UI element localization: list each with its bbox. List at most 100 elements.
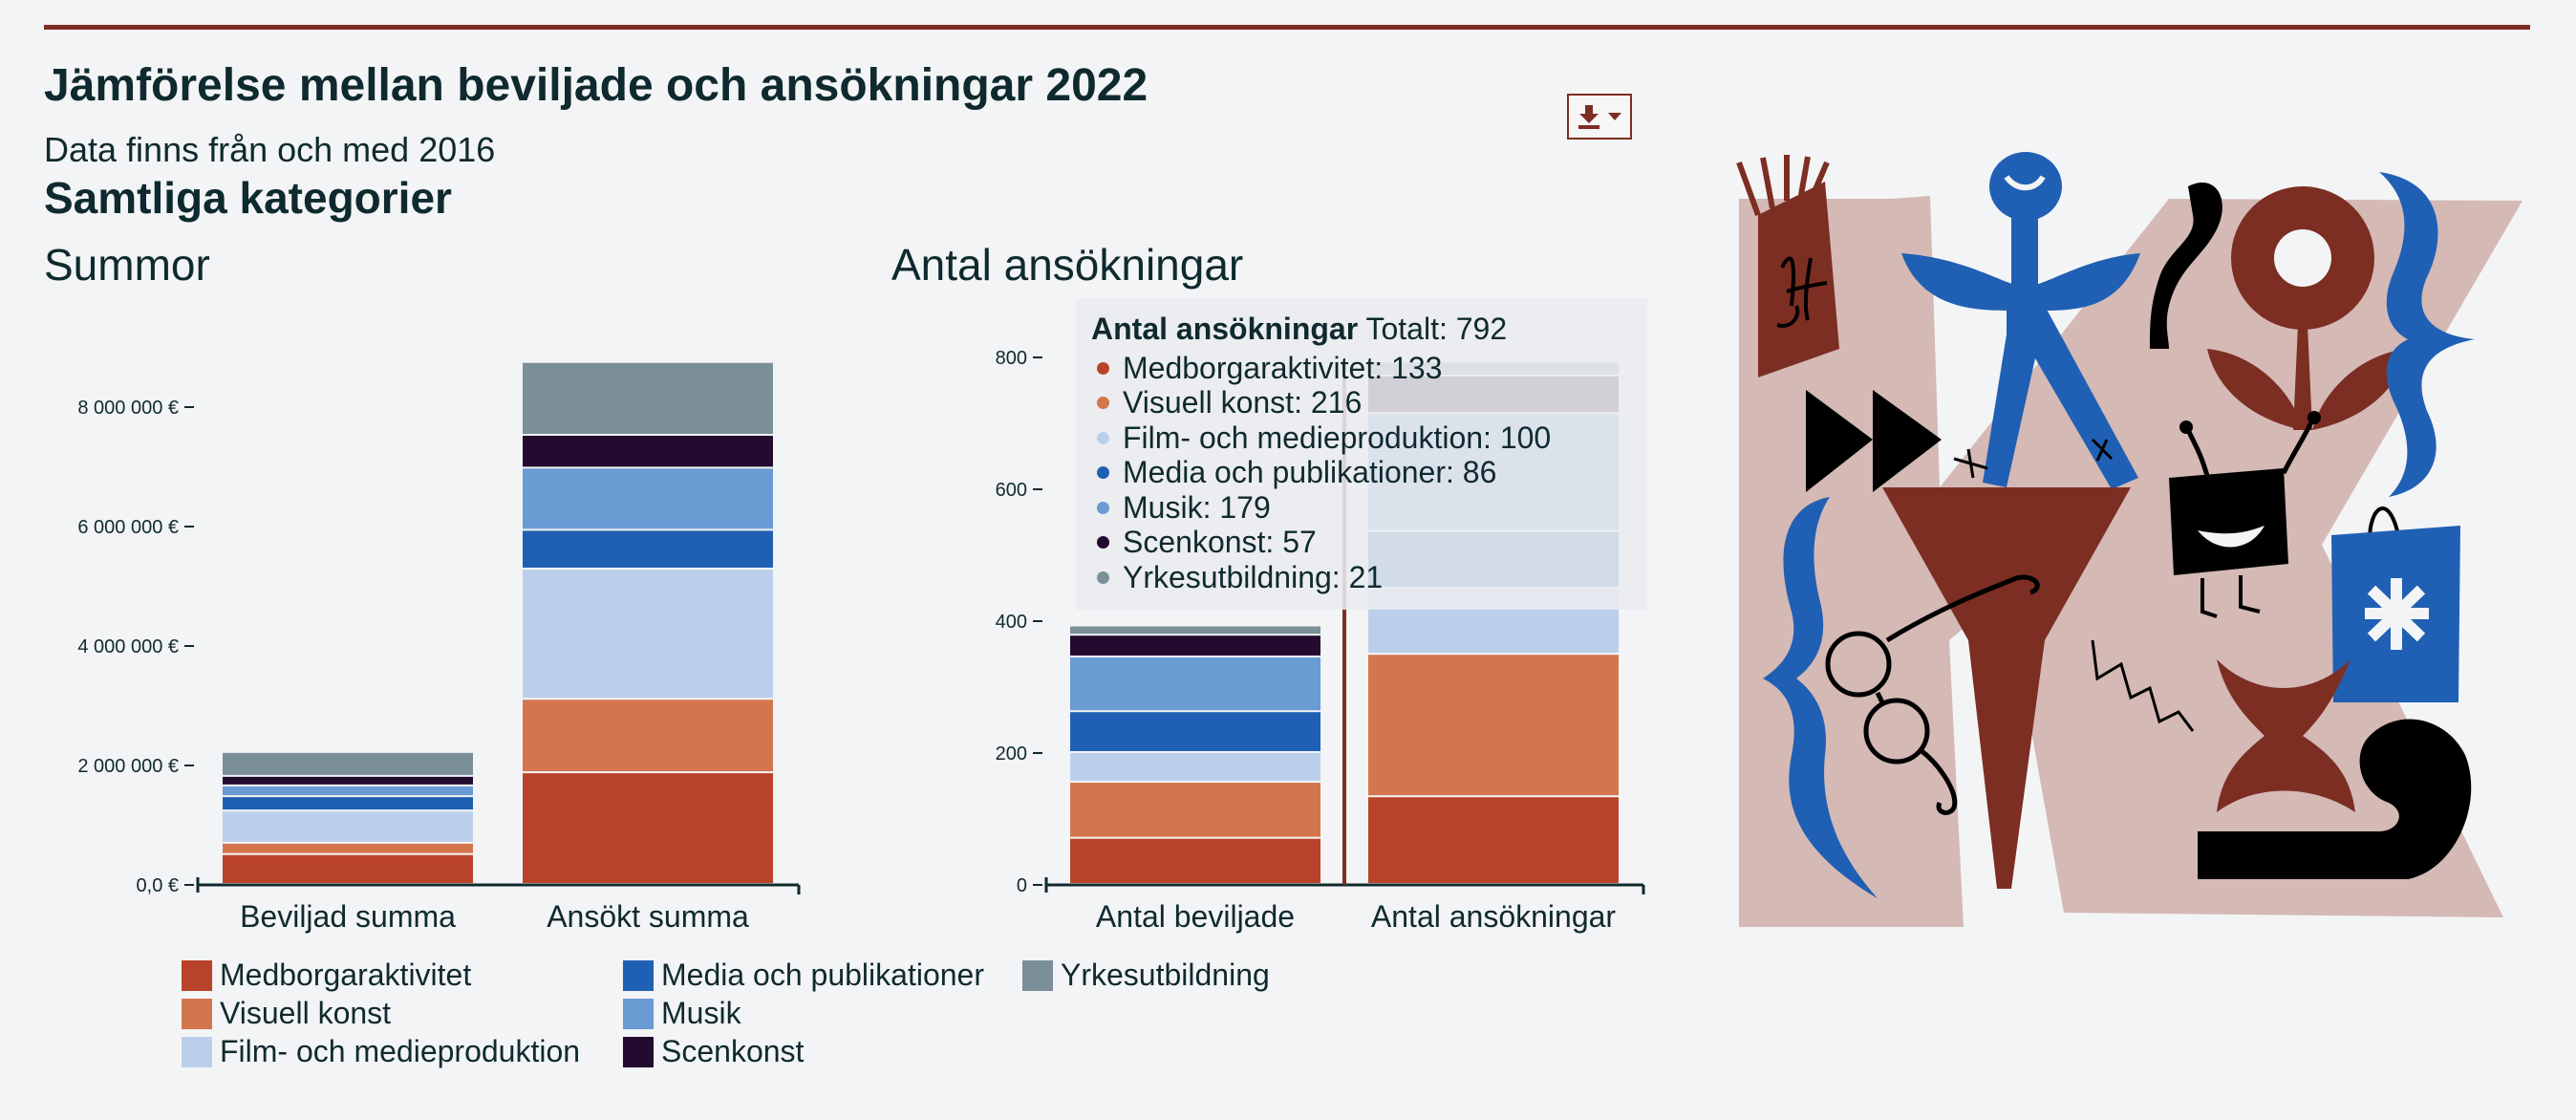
tooltip-row: Yrkesutbildning: 21 — [1091, 560, 1632, 595]
tv-robot-icon — [2169, 411, 2321, 618]
bar-segment — [1070, 635, 1320, 656]
tooltip: Antal ansökningar Totalt: 792 Medborgara… — [1076, 298, 1647, 610]
y-tick-label: 600 — [996, 480, 1027, 501]
book-icon — [1736, 155, 1839, 377]
caret-down-icon — [1608, 113, 1621, 120]
tooltip-row: Film- och medieproduktion: 100 — [1091, 420, 1632, 456]
tooltip-header: Antal ansökningar Totalt: 792 — [1091, 312, 1632, 347]
bar-segment — [523, 570, 773, 699]
bar-segment — [1368, 797, 1619, 883]
legend-swatch — [182, 1036, 212, 1067]
legend-swatch — [1022, 959, 1053, 991]
legend-label: Yrkesutbildning — [1061, 958, 1270, 992]
bar-segment — [1070, 626, 1320, 635]
y-tick-label: 0 — [1017, 875, 1027, 896]
funnel-icon — [1882, 487, 2131, 889]
page-title: Jämförelse mellan beviljade och ansöknin… — [44, 60, 1148, 111]
bar-segment — [1368, 655, 1619, 796]
bar-segment — [1070, 657, 1320, 711]
download-button[interactable] — [1567, 94, 1632, 140]
bar-segment — [223, 797, 473, 810]
bar-segment — [523, 530, 773, 568]
legend-label: Visuell konst — [220, 996, 392, 1030]
tooltip-row: Scenkonst: 57 — [1091, 525, 1632, 561]
legend-label: Scenkonst — [661, 1034, 805, 1068]
tooltip-title: Antal ansökningar — [1091, 312, 1359, 346]
zigzag-icon — [2091, 639, 2195, 732]
bar-segment — [1070, 712, 1320, 751]
tooltip-row-label: Musik: 179 — [1123, 489, 1271, 525]
x-tick-label: Ansökt summa — [547, 899, 749, 934]
y-tick-label: 400 — [996, 612, 1027, 633]
x-shape-icon — [2217, 659, 2355, 812]
legend-label: Musik — [661, 996, 741, 1030]
legend-item[interactable]: Medborgaraktivitet — [182, 958, 471, 993]
tooltip-dot — [1097, 466, 1109, 480]
x-tick-label: Antal ansökningar — [1371, 899, 1617, 934]
download-icon — [1578, 105, 1599, 129]
legend-label: Media och publikationer — [661, 958, 984, 992]
legend-swatch — [623, 959, 654, 991]
legend-item[interactable]: Visuell konst — [182, 996, 391, 1031]
legend-item[interactable]: Musik — [623, 996, 741, 1031]
x-tick-label: Antal beviljade — [1096, 899, 1295, 934]
brace-icon — [2379, 172, 2475, 497]
chart-legend: Medborgaraktivitet Visuell konst Film- och… — [182, 958, 1328, 1082]
tooltip-row-label: Yrkesutbildning: 21 — [1123, 559, 1384, 594]
y-tick-label: 8 000 000 € — [77, 398, 179, 419]
bar-segment — [223, 843, 473, 853]
bar-segment — [523, 362, 773, 434]
tooltip-row-label: Visuell konst: 216 — [1123, 385, 1363, 420]
y-tick-label: 800 — [996, 348, 1027, 369]
decorative-illustration — [1736, 152, 2522, 927]
bar-segment — [223, 752, 473, 775]
legend-swatch — [182, 998, 212, 1029]
top-rule — [44, 25, 2530, 30]
bar-segment — [1070, 838, 1320, 883]
bar-segment — [223, 786, 473, 796]
bar-segment — [523, 436, 773, 467]
legend-swatch — [623, 998, 654, 1029]
bar-segment — [223, 776, 473, 785]
legend-item[interactable]: Media och publikationer — [623, 958, 984, 993]
bag-icon — [2331, 506, 2460, 702]
legend-swatch — [182, 959, 212, 991]
left-brace-icon — [1763, 497, 1878, 898]
tooltip-row-label: Media och publikationer: 86 — [1123, 455, 1497, 490]
page-subtitle: Data finns från och med 2016 — [44, 130, 496, 169]
legend-label: Medborgaraktivitet — [220, 958, 472, 992]
play-arrow-icon — [1873, 390, 1942, 492]
y-tick-label: 6 000 000 € — [77, 517, 179, 538]
tooltip-dot — [1097, 397, 1109, 410]
legend-label: Film- och medieproduktion — [220, 1034, 581, 1068]
legend-item[interactable]: Film- och medieproduktion — [182, 1034, 580, 1069]
y-tick-label: 0,0 € — [137, 875, 179, 896]
tooltip-dot — [1097, 571, 1109, 584]
letter-k-shape — [1739, 196, 2522, 927]
tooltip-row-label: Medborgaraktivitet: 133 — [1123, 350, 1443, 385]
wave-icon — [2150, 183, 2222, 349]
legend-item[interactable]: Yrkesutbildning — [1022, 958, 1270, 993]
bar-segment — [523, 468, 773, 529]
bar-segment — [523, 773, 773, 883]
tooltip-row: Media och publikationer: 86 — [1091, 455, 1632, 491]
flower-icon — [2207, 186, 2408, 430]
chart-title-sums: Summor — [44, 240, 210, 290]
y-tick-label: 4 000 000 € — [77, 636, 179, 657]
legend-item[interactable]: Scenkonst — [623, 1034, 804, 1069]
chart-title-applications: Antal ansökningar — [891, 240, 1244, 290]
tooltip-row-label: Scenkonst: 57 — [1123, 525, 1317, 560]
bar-segment — [223, 854, 473, 883]
bar-segment — [1070, 753, 1320, 782]
tooltip-dot — [1097, 501, 1109, 514]
pipe-icon — [2198, 719, 2472, 879]
tooltip-row: Musik: 179 — [1091, 490, 1632, 526]
tooltip-dot — [1097, 431, 1109, 444]
tooltip-dot — [1097, 536, 1109, 549]
tooltip-row: Visuell konst: 216 — [1091, 385, 1632, 421]
x-tick-label: Beviljad summa — [240, 899, 456, 934]
category-heading: Samtliga kategorier — [44, 173, 452, 223]
tooltip-row: Medborgaraktivitet: 133 — [1091, 351, 1632, 386]
tooltip-total: Totalt: 792 — [1365, 312, 1508, 346]
bar-segment — [1070, 783, 1320, 837]
